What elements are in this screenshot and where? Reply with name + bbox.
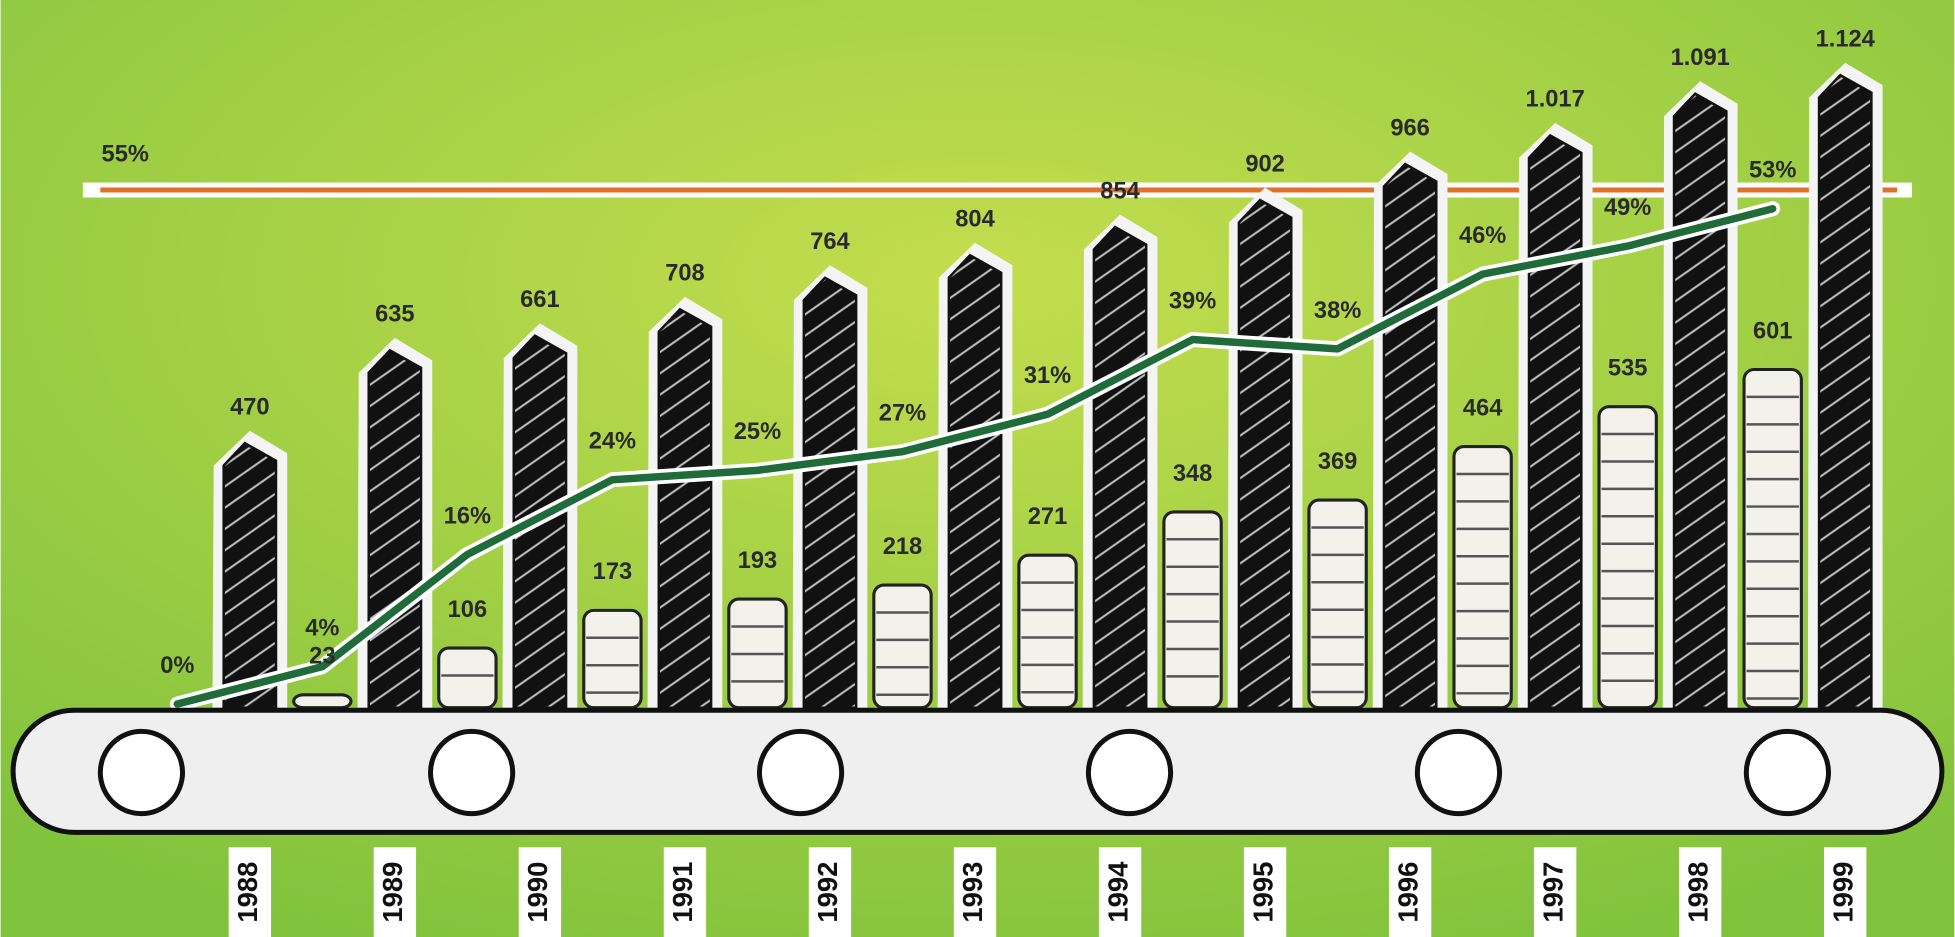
wheel [428,728,516,817]
bar [657,307,713,709]
wheel [1743,728,1832,817]
bar-value-label: 804 [955,207,995,233]
x-tick-label: 1990 [522,862,553,923]
year-tag [1679,847,1722,937]
target-label: 55% [102,141,149,167]
container-stack [1162,510,1223,710]
percent-label: 39% [1169,288,1216,314]
year-tag [518,847,562,937]
percent-label: 27% [879,401,926,427]
bar-value-label: 470 [230,395,269,421]
bar-value-label: 661 [520,287,559,313]
container-stack [292,693,353,710]
bar [1237,198,1293,709]
bar [1672,92,1728,709]
container-stack [872,583,933,710]
conveyor-belt [10,707,1945,835]
x-tick-label: 1998 [1682,862,1713,923]
bar-value-label: 1.124 [1816,27,1876,53]
x-tick-label: 1997 [1537,862,1568,923]
percent-label: 31% [1024,363,1071,389]
conveyor [10,707,1945,835]
container-value-label: 348 [1173,461,1212,487]
percent-label: 25% [734,419,781,445]
year-tag [1243,847,1287,937]
bar-value-label: 1.017 [1526,87,1585,113]
bar-value-label: 635 [375,302,414,328]
bar [367,348,423,709]
percent-label: 0% [160,653,194,679]
container-value-label: 173 [593,559,632,585]
container-value-label: 271 [1028,504,1067,530]
container-value-label: 601 [1753,318,1792,344]
year-tag [663,847,707,937]
container-stack [1017,553,1078,710]
bar [222,441,278,709]
container-value-label: 218 [883,534,922,560]
bar-value-label: 902 [1245,151,1284,177]
percent-line [173,204,1777,708]
bar [802,276,858,709]
container-value-label: 535 [1608,356,1647,382]
percent-label: 4% [305,615,339,641]
x-tick-label: 1996 [1392,862,1423,923]
container-stack [1307,498,1368,710]
year-tag [953,847,997,937]
x-tick-label: 1991 [667,862,698,923]
bar [1092,225,1148,709]
x-tick-label: 1999 [1827,862,1858,923]
wheel [756,728,845,817]
wheel [97,728,186,817]
percent-label: 49% [1604,195,1651,221]
x-tick-label: 1992 [812,862,843,923]
bar-value-label: 764 [810,229,850,255]
bar [1382,162,1438,709]
year-tag [1824,847,1867,937]
year-tag [1533,847,1577,937]
percent-label: 53% [1749,158,1796,184]
x-tick-label: 1994 [1102,861,1133,923]
bar [1527,133,1583,709]
container-stack [1452,445,1513,710]
container-value-label: 106 [448,597,487,623]
container-stack [1597,405,1658,710]
percent-label: 38% [1314,298,1361,324]
container-stack [437,646,498,710]
x-tick-label: 1993 [957,862,988,923]
year-tag [373,847,417,937]
percent-label: 46% [1459,223,1506,249]
year-tag [228,847,272,937]
percent-label: 16% [444,503,491,529]
bar [1817,73,1873,709]
container-stack [1742,367,1803,710]
bar-value-label: 1.091 [1671,45,1730,71]
x-tick-label: 1989 [377,862,408,923]
container-value-label: 193 [738,548,777,574]
x-tick-label: 1995 [1247,862,1278,923]
bar [947,253,1003,709]
bar-value-label: 966 [1390,115,1429,141]
bar-value-label: 854 [1100,178,1140,204]
container-value-label: 464 [1463,395,1503,421]
percent-label: 24% [589,429,636,455]
x-tick-label: 1988 [232,862,263,923]
bar-value-label: 708 [665,261,704,287]
year-tag [1388,847,1432,937]
year-tag [808,847,852,937]
container-value-label: 23 [309,644,335,670]
wheel [1085,728,1174,817]
container-value-label: 369 [1318,449,1357,475]
year-tag [1098,847,1142,937]
wheel [1414,728,1503,817]
